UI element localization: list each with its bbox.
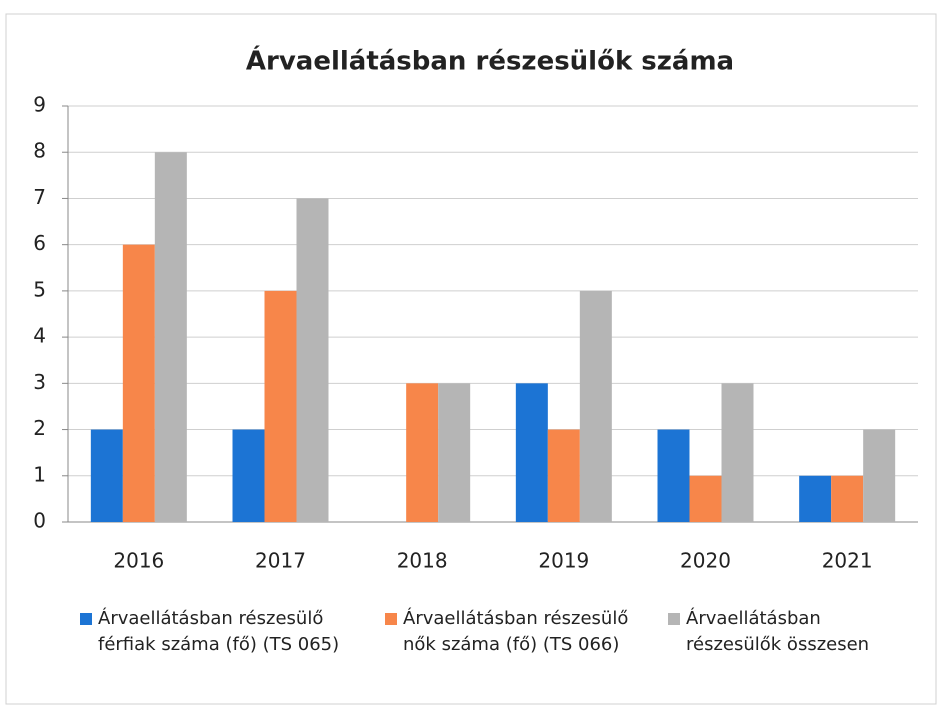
legend-swatch bbox=[385, 613, 397, 625]
legend-item: Árvaellátásban részesülők összesen bbox=[668, 606, 898, 658]
y-tick-label: 2 bbox=[33, 416, 46, 440]
bar bbox=[863, 429, 896, 522]
y-tick-label: 5 bbox=[33, 277, 46, 301]
bar bbox=[406, 383, 439, 522]
legend-swatch bbox=[668, 613, 680, 625]
x-tick-label: 2020 bbox=[680, 549, 731, 573]
bar bbox=[264, 290, 297, 522]
bar bbox=[232, 429, 265, 522]
bar bbox=[547, 429, 580, 522]
x-tick-label: 2018 bbox=[397, 549, 448, 573]
y-tick-label: 0 bbox=[33, 509, 46, 533]
bar bbox=[689, 475, 722, 522]
chart-border bbox=[5, 13, 937, 705]
y-tick-label: 9 bbox=[33, 93, 46, 117]
bar bbox=[154, 152, 187, 522]
bar bbox=[122, 244, 155, 522]
legend-label: Árvaellátásban részesülők összesen bbox=[686, 608, 870, 655]
bar bbox=[579, 290, 612, 522]
x-tick-label: 2016 bbox=[113, 549, 164, 573]
y-tick-label: 8 bbox=[33, 139, 46, 163]
x-tick-label: 2021 bbox=[822, 549, 873, 573]
legend-label: Árvaellátásban részesülő nők száma (fő) … bbox=[403, 608, 629, 655]
bar bbox=[657, 429, 690, 522]
y-tick-label: 6 bbox=[33, 231, 46, 255]
bar bbox=[438, 383, 471, 522]
x-tick-label: 2017 bbox=[255, 549, 306, 573]
legend-item: Árvaellátásban részesülő nők száma (fő) … bbox=[385, 606, 635, 658]
y-tick-label: 3 bbox=[33, 370, 46, 394]
chart-title: Árvaellátásban részesülők száma bbox=[246, 45, 734, 77]
bar bbox=[799, 475, 832, 522]
legend-swatch bbox=[80, 613, 92, 625]
y-tick-label: 4 bbox=[33, 324, 46, 348]
bar bbox=[90, 429, 123, 522]
bar bbox=[721, 383, 754, 522]
y-tick-label: 7 bbox=[33, 185, 46, 209]
bar bbox=[296, 198, 329, 522]
legend-item: Árvaellátásban részesülő férfiak száma (… bbox=[80, 606, 360, 658]
y-tick-label: 1 bbox=[33, 462, 46, 486]
x-tick-label: 2019 bbox=[538, 549, 589, 573]
bar bbox=[515, 383, 548, 522]
legend-label: Árvaellátásban részesülő férfiak száma (… bbox=[98, 608, 340, 655]
bar bbox=[831, 475, 864, 522]
